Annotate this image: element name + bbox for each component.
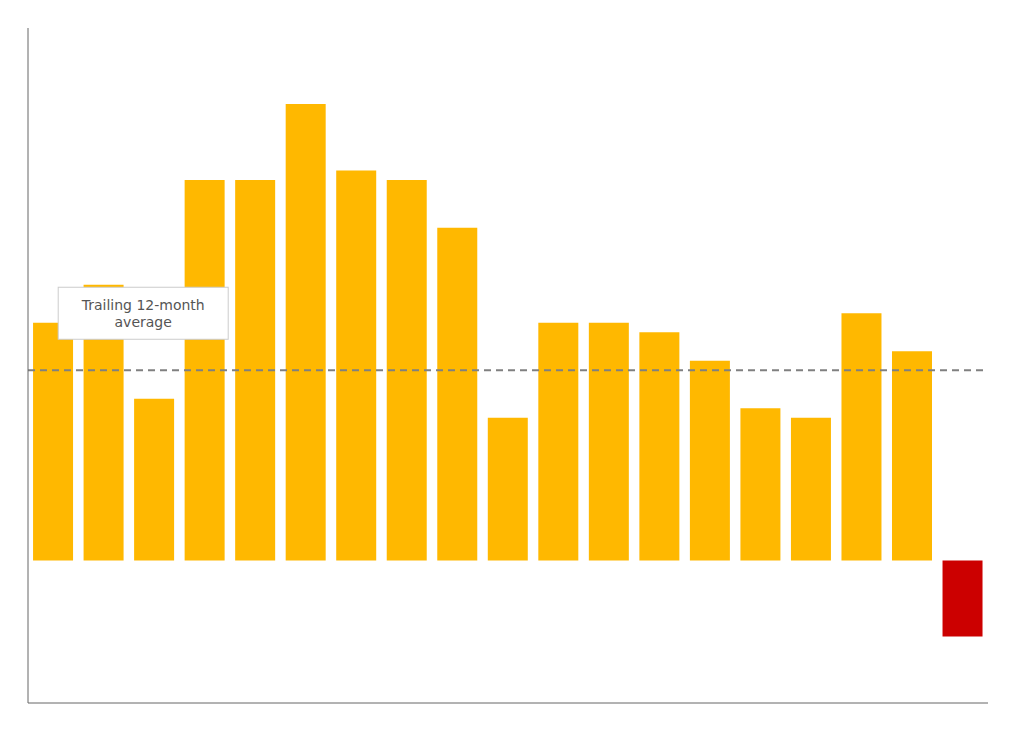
- svg-text:Trailing 12-monthaverage: Trailing 12-monthaverage: [81, 297, 205, 330]
